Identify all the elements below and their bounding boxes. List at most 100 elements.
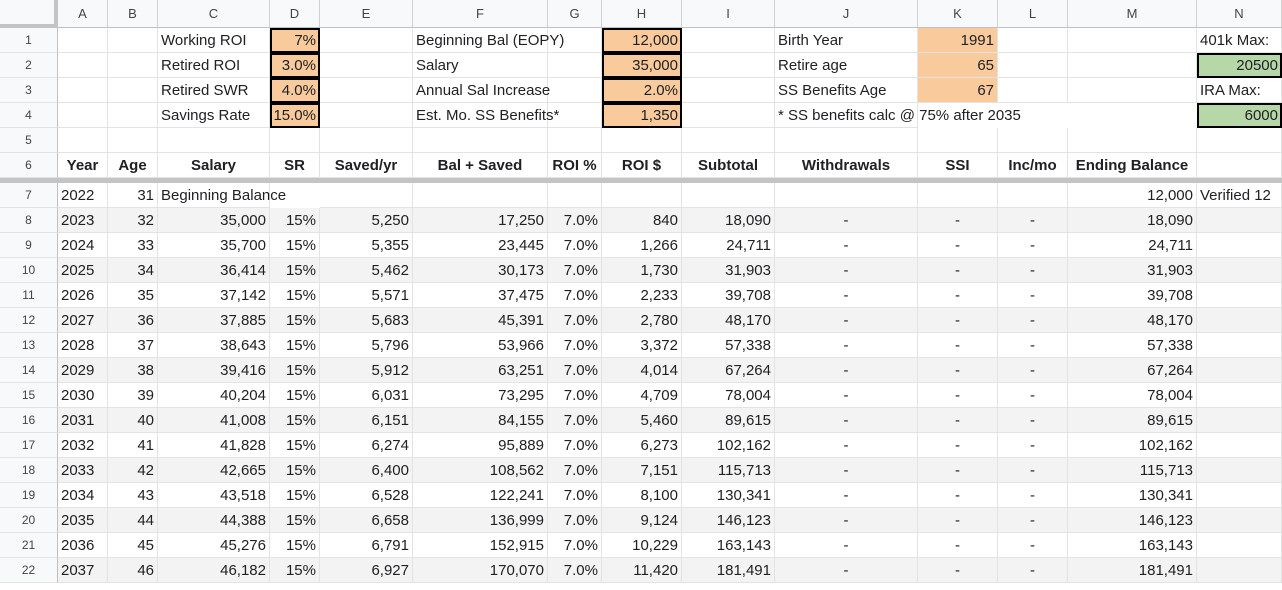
input-value[interactable]: 65 bbox=[918, 53, 998, 78]
empty-cell[interactable] bbox=[548, 78, 602, 103]
ending-balance-cell[interactable]: 89,615 bbox=[1068, 408, 1197, 433]
age-cell[interactable]: 45 bbox=[108, 533, 158, 558]
row-number[interactable]: 19 bbox=[0, 483, 58, 508]
sr-cell[interactable]: 15% bbox=[270, 408, 320, 433]
empty-cell[interactable] bbox=[413, 128, 548, 153]
age-cell[interactable]: 32 bbox=[108, 208, 158, 233]
roi-pct-cell[interactable]: 7.0% bbox=[548, 508, 602, 533]
row-number[interactable]: 3 bbox=[0, 78, 58, 103]
ssi-cell[interactable]: - bbox=[918, 258, 998, 283]
empty-cell[interactable] bbox=[270, 128, 320, 153]
table-header-subtotal[interactable]: Subtotal bbox=[682, 153, 775, 178]
ssi-cell[interactable]: - bbox=[918, 383, 998, 408]
input-label[interactable]: SS Benefits Age bbox=[775, 78, 918, 103]
empty-cell[interactable] bbox=[548, 28, 602, 53]
subtotal-cell[interactable]: 39,708 bbox=[682, 283, 775, 308]
age-cell[interactable]: 34 bbox=[108, 258, 158, 283]
roi-amt-cell[interactable]: 5,460 bbox=[602, 408, 682, 433]
empty-cell[interactable] bbox=[320, 53, 413, 78]
empty-cell[interactable] bbox=[1197, 333, 1282, 358]
input-label[interactable]: Beginning Bal (EOPY) bbox=[413, 28, 564, 53]
column-header-m[interactable]: M bbox=[1068, 0, 1197, 28]
empty-cell[interactable] bbox=[320, 183, 413, 208]
withdrawals-cell[interactable]: - bbox=[775, 333, 918, 358]
empty-cell[interactable] bbox=[998, 53, 1068, 78]
empty-cell[interactable] bbox=[682, 128, 775, 153]
empty-cell[interactable] bbox=[998, 78, 1068, 103]
empty-cell[interactable] bbox=[108, 103, 158, 128]
empty-cell[interactable] bbox=[775, 183, 918, 208]
sr-cell[interactable]: 15% bbox=[270, 358, 320, 383]
year-cell[interactable]: 2029 bbox=[58, 358, 108, 383]
input-label[interactable]: Birth Year bbox=[775, 28, 918, 53]
roi-pct-cell[interactable]: 7.0% bbox=[548, 258, 602, 283]
row-number[interactable]: 12 bbox=[0, 308, 58, 333]
limit-label[interactable]: 401k Max: bbox=[1197, 28, 1282, 53]
empty-cell[interactable] bbox=[108, 78, 158, 103]
subtotal-cell[interactable]: 181,491 bbox=[682, 558, 775, 583]
empty-cell[interactable] bbox=[548, 128, 602, 153]
salary-cell[interactable]: 37,142 bbox=[158, 283, 270, 308]
saved-cell[interactable]: 5,683 bbox=[320, 308, 413, 333]
select-all-corner[interactable] bbox=[0, 0, 58, 28]
empty-cell[interactable] bbox=[548, 183, 602, 208]
ssi-cell[interactable]: - bbox=[918, 283, 998, 308]
withdrawals-cell[interactable]: - bbox=[775, 383, 918, 408]
limit-label[interactable]: IRA Max: bbox=[1197, 78, 1282, 103]
row-number[interactable]: 1 bbox=[0, 28, 58, 53]
input-value[interactable]: 7% bbox=[270, 28, 320, 53]
ssi-cell[interactable]: - bbox=[918, 558, 998, 583]
empty-cell[interactable] bbox=[1197, 283, 1282, 308]
table-header-withdrawals[interactable]: Withdrawals bbox=[775, 153, 918, 178]
salary-cell[interactable]: 44,388 bbox=[158, 508, 270, 533]
withdrawals-cell[interactable]: - bbox=[775, 433, 918, 458]
input-label[interactable]: Est. Mo. SS Benefits* bbox=[413, 103, 559, 128]
empty-cell[interactable] bbox=[1197, 208, 1282, 233]
year-cell[interactable]: 2022 bbox=[58, 183, 108, 208]
sr-cell[interactable]: 15% bbox=[270, 558, 320, 583]
inc-mo-cell[interactable]: - bbox=[998, 208, 1068, 233]
inc-mo-cell[interactable]: - bbox=[998, 283, 1068, 308]
year-cell[interactable]: 2035 bbox=[58, 508, 108, 533]
ending-balance-cell[interactable]: 102,162 bbox=[1068, 433, 1197, 458]
ending-balance-cell[interactable]: 39,708 bbox=[1068, 283, 1197, 308]
empty-cell[interactable] bbox=[58, 128, 108, 153]
empty-cell[interactable] bbox=[1197, 408, 1282, 433]
empty-cell[interactable] bbox=[58, 78, 108, 103]
roi-amt-cell[interactable]: 1,266 bbox=[602, 233, 682, 258]
empty-cell[interactable] bbox=[1197, 128, 1282, 153]
age-cell[interactable]: 37 bbox=[108, 333, 158, 358]
ending-balance-cell[interactable]: 12,000 bbox=[1068, 183, 1197, 208]
year-cell[interactable]: 2033 bbox=[58, 458, 108, 483]
row-number[interactable]: 7 bbox=[0, 183, 58, 208]
saved-cell[interactable]: 6,151 bbox=[320, 408, 413, 433]
bal-saved-cell[interactable]: 152,915 bbox=[413, 533, 548, 558]
empty-cell[interactable] bbox=[108, 28, 158, 53]
withdrawals-cell[interactable]: - bbox=[775, 208, 918, 233]
table-header-ssi[interactable]: SSI bbox=[918, 153, 998, 178]
roi-pct-cell[interactable]: 7.0% bbox=[548, 308, 602, 333]
salary-cell[interactable]: 37,885 bbox=[158, 308, 270, 333]
empty-cell[interactable] bbox=[998, 128, 1068, 153]
empty-cell[interactable] bbox=[320, 128, 413, 153]
roi-amt-cell[interactable]: 4,709 bbox=[602, 383, 682, 408]
table-header-year[interactable]: Year bbox=[58, 153, 108, 178]
salary-cell[interactable]: 39,416 bbox=[158, 358, 270, 383]
subtotal-cell[interactable]: 24,711 bbox=[682, 233, 775, 258]
column-header-l[interactable]: L bbox=[998, 0, 1068, 28]
empty-cell[interactable] bbox=[1197, 358, 1282, 383]
inc-mo-cell[interactable]: - bbox=[998, 258, 1068, 283]
roi-pct-cell[interactable]: 7.0% bbox=[548, 408, 602, 433]
sr-cell[interactable]: 15% bbox=[270, 258, 320, 283]
empty-cell[interactable] bbox=[1197, 258, 1282, 283]
empty-cell[interactable] bbox=[1068, 53, 1197, 78]
empty-cell[interactable] bbox=[1197, 233, 1282, 258]
roi-amt-cell[interactable]: 2,233 bbox=[602, 283, 682, 308]
bal-saved-cell[interactable]: 108,562 bbox=[413, 458, 548, 483]
input-value[interactable]: 2.0% bbox=[602, 78, 682, 103]
sr-cell[interactable]: 15% bbox=[270, 383, 320, 408]
salary-cell[interactable]: 41,828 bbox=[158, 433, 270, 458]
roi-amt-cell[interactable]: 10,229 bbox=[602, 533, 682, 558]
saved-cell[interactable]: 6,400 bbox=[320, 458, 413, 483]
limit-value[interactable]: 6000 bbox=[1197, 103, 1282, 128]
